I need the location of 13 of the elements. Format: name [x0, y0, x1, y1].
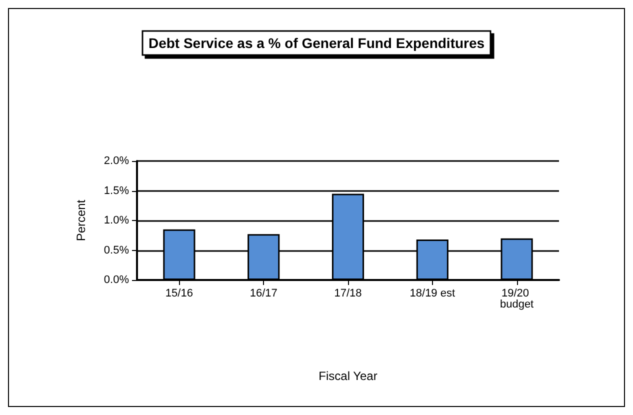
y-tick-label: 1.5%: [104, 184, 130, 197]
x-axis-title: Fiscal Year: [318, 369, 378, 383]
x-tick-label: 16/17: [250, 288, 278, 300]
y-axis-title: Percent: [74, 199, 88, 242]
x-tick-label: 19/20 budget: [500, 288, 534, 310]
y-tick-label: 2.0%: [104, 155, 130, 167]
x-tick-label: 18/19 est: [410, 288, 456, 300]
x-tick-label: 15/16: [165, 288, 193, 300]
y-tick-label: 1.0%: [104, 214, 130, 226]
chart-title: Debt Service as a % of General Fund Expenditures: [148, 35, 485, 51]
y-tick-label: 0.0%: [104, 274, 130, 286]
x-tick-label: 17/18: [334, 288, 362, 300]
y-tick-label: 0.5%: [104, 244, 130, 256]
